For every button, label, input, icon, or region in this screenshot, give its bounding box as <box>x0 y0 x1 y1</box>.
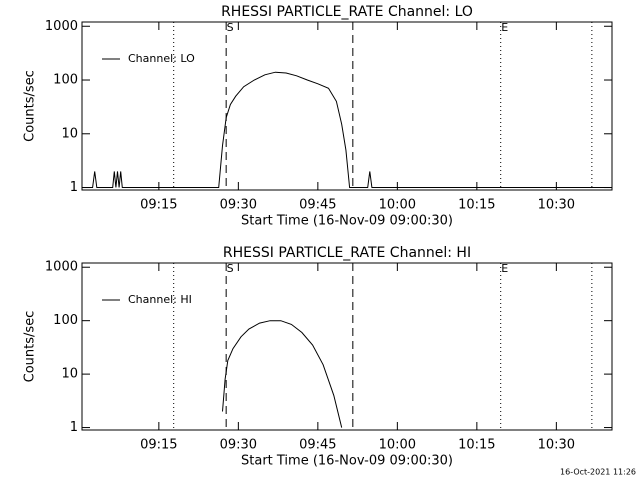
annotation: E <box>501 21 508 34</box>
x-tick-label: 09:15 <box>140 438 177 453</box>
y-tick-label: 10 <box>61 126 78 141</box>
y-axis-label: Counts/sec <box>23 311 38 383</box>
x-tick-label: 09:30 <box>220 198 257 213</box>
y-tick-label: 100 <box>53 73 78 88</box>
y-axis-label: Counts/sec <box>23 70 38 142</box>
x-tick-label: 10:00 <box>379 438 416 453</box>
x-tick-label: 10:30 <box>538 438 575 453</box>
y-tick-label: 1 <box>70 420 78 435</box>
data-line <box>222 320 343 428</box>
x-tick-label: 09:45 <box>299 438 336 453</box>
annotation: S <box>227 262 234 275</box>
x-tick-label: 09:30 <box>220 438 257 453</box>
annotation: S <box>227 21 234 34</box>
y-tick-label: 1000 <box>45 260 78 275</box>
y-tick-label: 100 <box>53 313 78 328</box>
x-axis-label: Start Time (16-Nov-09 09:00:30) <box>241 214 453 229</box>
chart-title: RHESSI PARTICLE_RATE Channel: LO <box>221 4 473 20</box>
y-tick-label: 1 <box>70 180 78 195</box>
legend-label: Channel: LO <box>128 52 195 65</box>
annotation: E <box>501 262 508 275</box>
x-tick-label: 09:15 <box>140 198 177 213</box>
x-tick-label: 10:15 <box>458 438 495 453</box>
legend-label: Channel: HI <box>128 293 192 306</box>
x-tick-label: 10:00 <box>379 198 416 213</box>
y-tick-label: 1000 <box>45 19 78 34</box>
x-tick-label: 10:30 <box>538 198 575 213</box>
footer: 16-Oct-2021 11:26 <box>560 468 636 477</box>
plot-frame <box>81 21 613 191</box>
data-line <box>82 71 612 188</box>
x-axis-label: Start Time (16-Nov-09 09:00:30) <box>241 454 453 469</box>
plot-frame <box>81 262 613 431</box>
y-tick-label: 10 <box>61 367 78 382</box>
x-tick-label: 09:45 <box>299 198 336 213</box>
x-tick-label: 10:15 <box>458 198 495 213</box>
chart-title: RHESSI PARTICLE_RATE Channel: HI <box>223 245 471 261</box>
